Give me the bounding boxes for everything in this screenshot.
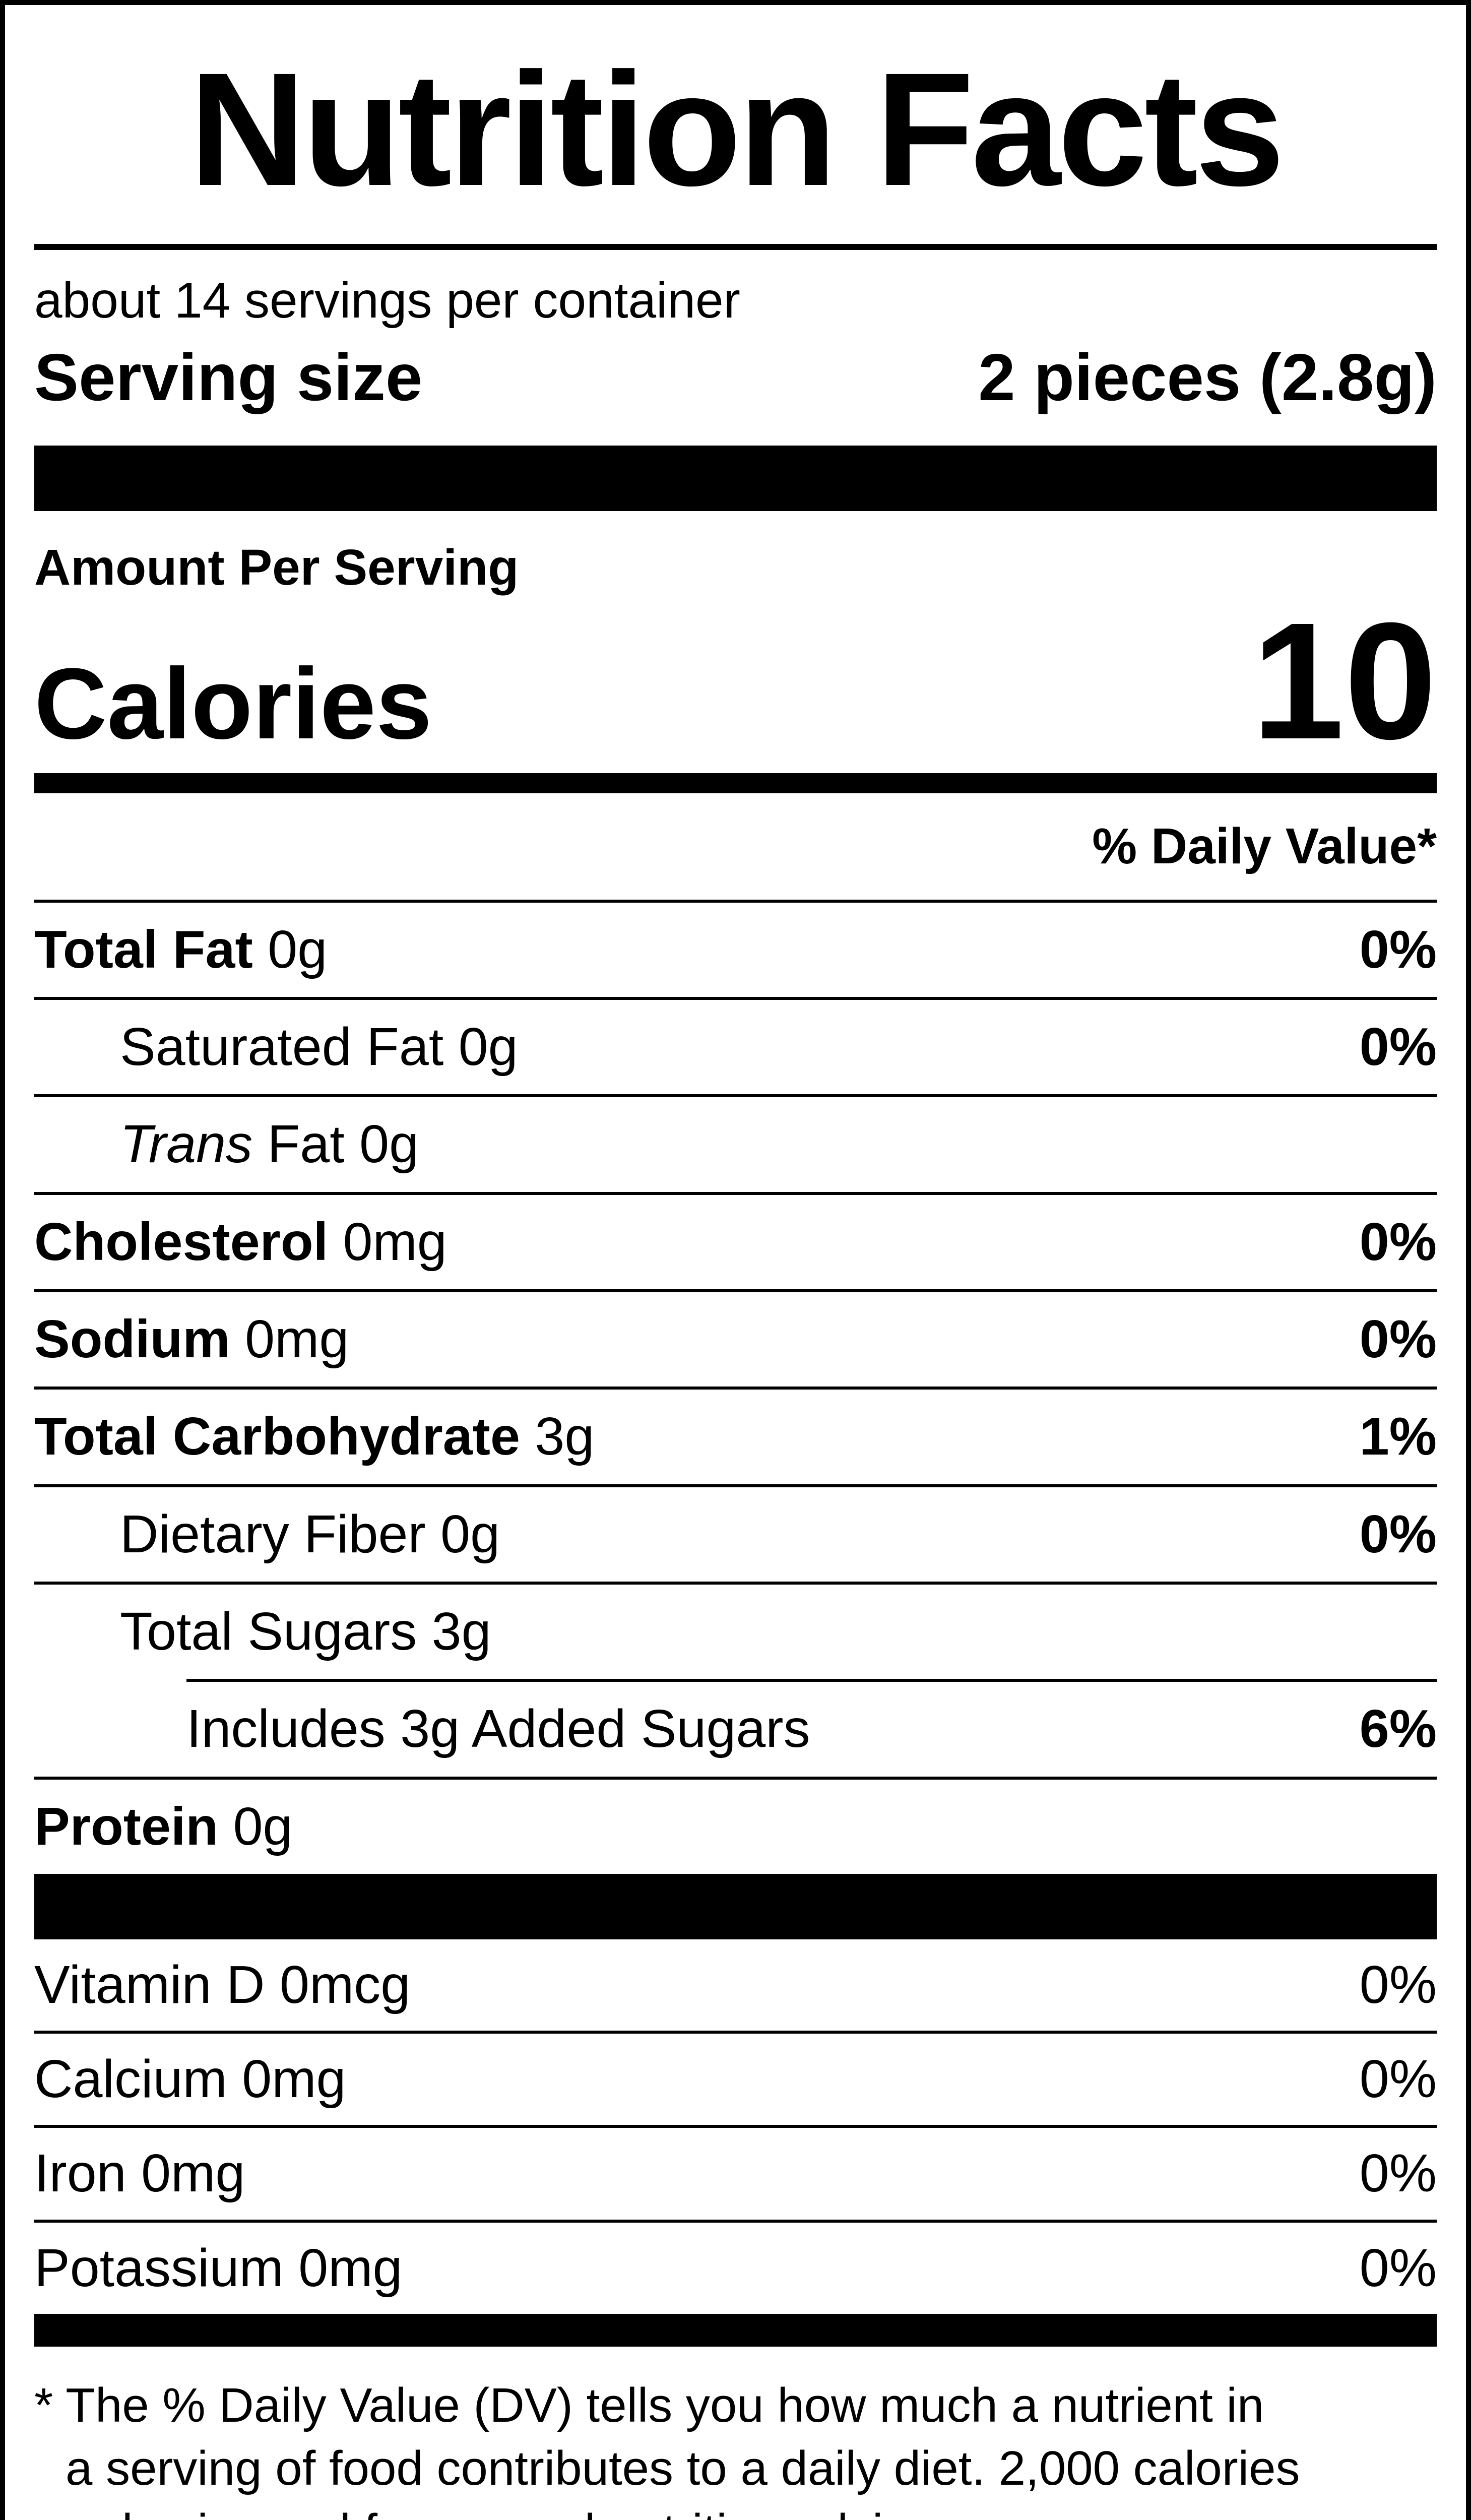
- nutrient-name: Protein 0g: [34, 1796, 293, 1856]
- thick-bar-top: [34, 446, 1437, 512]
- nutrient-row-added-sugars: Includes 3g Added Sugars 6%: [34, 1682, 1437, 1776]
- row-divider: [34, 1581, 1437, 1585]
- micronutrient-dv: 0%: [1359, 2144, 1437, 2203]
- nutrient-name: Total Fat 0g: [34, 919, 328, 979]
- nutrient-name: Cholesterol 0mg: [34, 1212, 447, 1272]
- nutrient-name: Total Sugars 3g: [120, 1601, 491, 1661]
- row-divider: [34, 1094, 1437, 1098]
- micronutrient-row-calcium: Calcium 0mg 0%: [34, 2034, 1437, 2125]
- micronutrient-row-potassium: Potassium 0mg 0%: [34, 2223, 1437, 2314]
- calories-divider: [34, 773, 1437, 793]
- daily-value-footnote: * The % Daily Value (DV) tells you how m…: [34, 2347, 1437, 2520]
- nutrient-name: Trans Fat 0g: [120, 1114, 419, 1174]
- nutrient-name: Includes 3g Added Sugars: [186, 1699, 810, 1759]
- micronutrient-row-iron: Iron 0mg 0%: [34, 2128, 1437, 2219]
- nutrient-dv: 0%: [1359, 919, 1437, 979]
- servings-per-container: about 14 servings per container: [34, 272, 740, 329]
- nutrient-row-total-sugars: Total Sugars 3g: [34, 1585, 1437, 1679]
- nutrient-row-total-carbohydrate: Total Carbohydrate 3g 1%: [34, 1390, 1437, 1484]
- micronutrient-name: Vitamin D 0mcg: [34, 1955, 411, 2014]
- micronutrient-dv: 0%: [1359, 1955, 1437, 2014]
- serving-size-value: 2 pieces (2.8g): [978, 340, 1437, 414]
- nutrient-dv: 1%: [1359, 1407, 1437, 1467]
- footnote-line-2: a serving of food contributes to a daily…: [66, 2441, 1300, 2495]
- calories-label: Calories: [34, 648, 432, 761]
- micronutrient-row-vitamin-d: Vitamin D 0mcg 0%: [34, 1939, 1437, 2031]
- row-divider: [34, 1289, 1437, 1293]
- nutrient-row-protein: Protein 0g: [34, 1780, 1437, 1874]
- serving-size-row: Serving size 2 pieces (2.8g): [34, 331, 1437, 446]
- micronutrient-dv: 0%: [1359, 2049, 1437, 2109]
- nutrient-name: Dietary Fiber 0g: [120, 1504, 500, 1564]
- nutrient-row-total-fat: Total Fat 0g 0%: [34, 903, 1437, 997]
- nutrient-dv: 0%: [1359, 1017, 1437, 1077]
- row-divider: [34, 1387, 1437, 1390]
- nutrient-dv: 0%: [1359, 1212, 1437, 1272]
- row-divider: [34, 2125, 1437, 2128]
- nutrient-name: Saturated Fat 0g: [120, 1017, 518, 1077]
- nutrient-row-saturated-fat: Saturated Fat 0g 0%: [34, 1000, 1437, 1094]
- nutrient-dv: 0%: [1359, 1309, 1437, 1369]
- footnote-divider-bar: [34, 2314, 1437, 2347]
- nutrient-name: Total Carbohydrate 3g: [34, 1407, 595, 1467]
- label-title: Nutrition Facts: [189, 39, 1285, 219]
- serving-size-label: Serving size: [34, 340, 423, 414]
- row-divider: [34, 2031, 1437, 2034]
- nutrient-dv: 0%: [1359, 1504, 1437, 1564]
- nutrient-name: Sodium 0mg: [34, 1309, 349, 1369]
- daily-value-header: % Daily Value*: [1092, 817, 1437, 874]
- amount-per-serving-label: Amount Per Serving: [34, 539, 519, 596]
- footnote-line-1: * The % Daily Value (DV) tells you how m…: [34, 2378, 1264, 2433]
- row-divider: [34, 1191, 1437, 1195]
- nutrient-dv: 6%: [1359, 1699, 1437, 1759]
- nutrient-row-dietary-fiber: Dietary Fiber 0g 0%: [34, 1487, 1437, 1582]
- row-divider: [34, 1484, 1437, 1487]
- row-divider: [34, 997, 1437, 1000]
- micronutrient-dv: 0%: [1359, 2238, 1437, 2298]
- row-divider: [34, 899, 1437, 903]
- row-divider: [34, 1776, 1437, 1780]
- nutrient-row-cholesterol: Cholesterol 0mg 0%: [34, 1195, 1437, 1289]
- row-divider-indented: [186, 1679, 1437, 1682]
- micronutrient-name: Potassium 0mg: [34, 2238, 403, 2298]
- nutrient-row-trans-fat: Trans Fat 0g: [34, 1097, 1437, 1191]
- row-divider: [34, 2219, 1437, 2223]
- micronutrient-name: Iron 0mg: [34, 2144, 245, 2203]
- footnote-line-3: a day is used for general nutrition advi…: [34, 2500, 1437, 2520]
- nutrient-row-sodium: Sodium 0mg 0%: [34, 1292, 1437, 1387]
- calories-row: Calories 10: [34, 598, 1437, 773]
- thick-bar-bottom: [34, 1873, 1437, 1939]
- calories-value: 10: [1251, 588, 1437, 774]
- micronutrient-name: Calcium 0mg: [34, 2049, 346, 2109]
- title-divider: [34, 244, 1437, 250]
